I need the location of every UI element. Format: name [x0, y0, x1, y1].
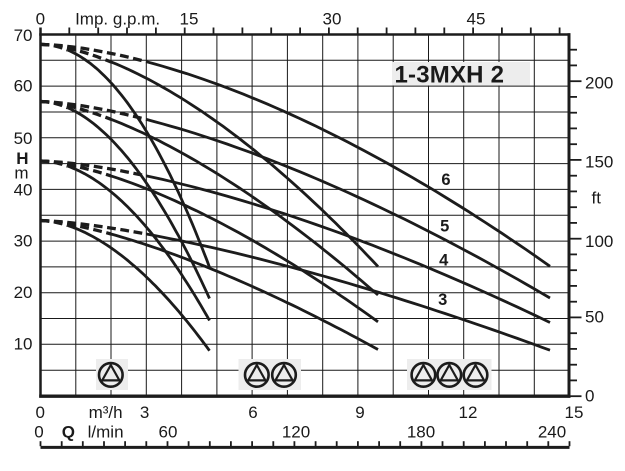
svg-text:12: 12 — [459, 403, 478, 422]
svg-text:1-3MXH 2: 1-3MXH 2 — [395, 62, 505, 89]
svg-text:Imp. g.p.m.: Imp. g.p.m. — [75, 10, 160, 29]
svg-text:9: 9 — [355, 403, 364, 422]
svg-text:10: 10 — [14, 335, 33, 354]
svg-text:70: 70 — [14, 26, 33, 45]
svg-text:H: H — [16, 149, 28, 168]
svg-text:240: 240 — [538, 423, 566, 442]
svg-text:m: m — [14, 164, 28, 183]
svg-text:0: 0 — [585, 387, 594, 406]
svg-text:120: 120 — [282, 423, 310, 442]
svg-text:3: 3 — [438, 291, 447, 309]
svg-text:3: 3 — [140, 403, 149, 422]
svg-text:60: 60 — [14, 77, 33, 96]
svg-text:200: 200 — [585, 74, 613, 93]
svg-text:15: 15 — [565, 403, 584, 422]
svg-text:0: 0 — [35, 403, 44, 422]
svg-text:50: 50 — [585, 308, 604, 327]
svg-text:30: 30 — [14, 232, 33, 251]
svg-text:180: 180 — [407, 423, 435, 442]
svg-text:l/min: l/min — [88, 423, 124, 442]
svg-text:30: 30 — [323, 10, 342, 29]
svg-text:0: 0 — [36, 10, 45, 29]
svg-text:0: 0 — [34, 423, 43, 442]
svg-text:20: 20 — [14, 283, 33, 302]
svg-text:6: 6 — [441, 171, 450, 189]
svg-text:4: 4 — [439, 252, 449, 270]
svg-text:Q: Q — [62, 423, 75, 442]
svg-text:40: 40 — [14, 181, 33, 200]
svg-text:5: 5 — [440, 218, 449, 236]
svg-text:60: 60 — [159, 423, 178, 442]
svg-text:100: 100 — [585, 232, 613, 251]
svg-text:15: 15 — [180, 10, 199, 29]
svg-text:150: 150 — [585, 153, 613, 172]
svg-text:50: 50 — [14, 129, 33, 148]
svg-text:45: 45 — [467, 10, 486, 29]
svg-text:ft: ft — [592, 189, 602, 208]
svg-text:6: 6 — [248, 403, 257, 422]
svg-text:m³/h: m³/h — [89, 403, 123, 422]
